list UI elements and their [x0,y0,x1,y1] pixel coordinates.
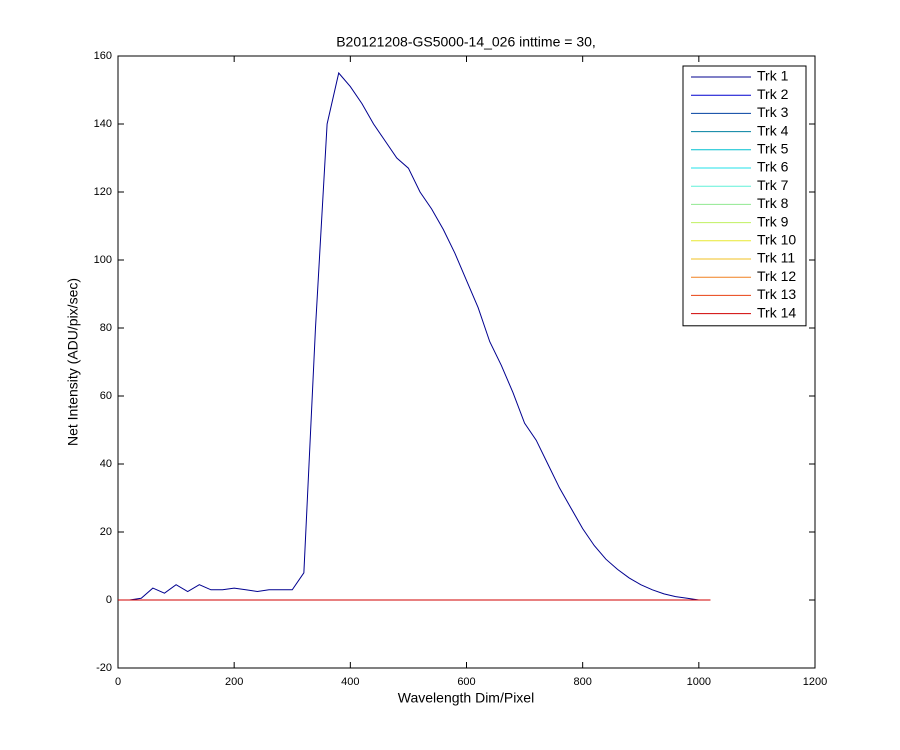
legend-label: Trk 7 [757,177,789,193]
chart-title: B20121208-GS5000-14_026 inttime = 30, [336,34,596,50]
y-tick-label: 0 [106,594,112,606]
legend-label: Trk 5 [757,141,789,157]
legend-label: Trk 8 [757,195,789,211]
legend-label: Trk 11 [757,250,795,266]
y-tick-label: 20 [100,526,112,538]
x-tick-label: 0 [115,676,121,688]
x-axis-label: Wavelength Dim/Pixel [398,690,534,706]
y-tick-label: 160 [94,50,112,62]
y-tick-label: 100 [94,254,112,266]
y-tick-label: 60 [100,390,112,402]
y-tick-label: 80 [100,322,112,334]
legend-label: Trk 10 [757,232,796,248]
x-tick-label: 400 [341,676,359,688]
x-tick-label: 200 [225,676,243,688]
legend-label: Trk 12 [757,268,796,284]
y-tick-label: -20 [96,662,112,674]
y-tick-label: 40 [100,458,112,470]
series-line [118,71,711,601]
y-axis-label: Net Intensity (ADU/pix/sec) [65,278,81,446]
legend-label: Trk 4 [757,122,789,138]
x-tick-label: 800 [573,676,591,688]
legend-label: Trk 14 [757,304,796,320]
x-tick-label: 1200 [803,676,827,688]
legend-label: Trk 9 [757,213,789,229]
y-tick-label: 120 [94,186,112,198]
x-tick-label: 600 [457,676,475,688]
legend-label: Trk 6 [757,159,789,175]
legend-label: Trk 13 [757,286,796,302]
legend-label: Trk 2 [757,86,789,102]
legend-label: Trk 3 [757,104,789,120]
x-tick-label: 1000 [687,676,711,688]
legend-label: Trk 1 [757,68,789,84]
y-tick-label: 140 [94,118,112,130]
legend-box [682,65,807,327]
